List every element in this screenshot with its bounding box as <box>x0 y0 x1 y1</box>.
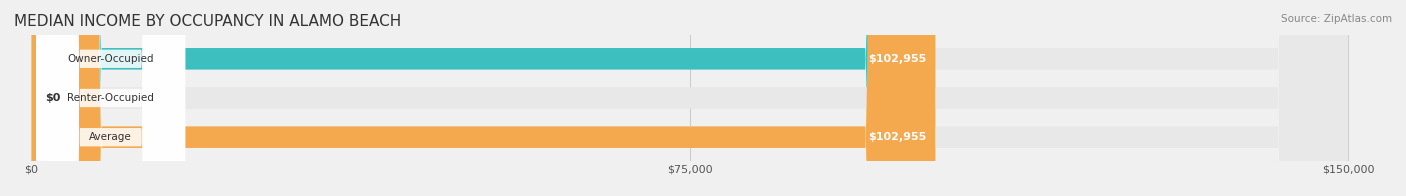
Text: Average: Average <box>89 132 132 142</box>
Text: Owner-Occupied: Owner-Occupied <box>67 54 153 64</box>
Text: $0: $0 <box>45 93 60 103</box>
FancyBboxPatch shape <box>31 0 1348 196</box>
FancyBboxPatch shape <box>31 0 1348 196</box>
FancyBboxPatch shape <box>37 0 186 196</box>
Text: Renter-Occupied: Renter-Occupied <box>67 93 155 103</box>
FancyBboxPatch shape <box>31 0 1348 196</box>
FancyBboxPatch shape <box>37 0 186 196</box>
Text: Source: ZipAtlas.com: Source: ZipAtlas.com <box>1281 14 1392 24</box>
Text: $102,955: $102,955 <box>868 54 927 64</box>
Text: MEDIAN INCOME BY OCCUPANCY IN ALAMO BEACH: MEDIAN INCOME BY OCCUPANCY IN ALAMO BEAC… <box>14 14 401 29</box>
Text: $102,955: $102,955 <box>868 132 927 142</box>
FancyBboxPatch shape <box>37 0 186 196</box>
FancyBboxPatch shape <box>31 0 935 196</box>
FancyBboxPatch shape <box>31 0 935 196</box>
